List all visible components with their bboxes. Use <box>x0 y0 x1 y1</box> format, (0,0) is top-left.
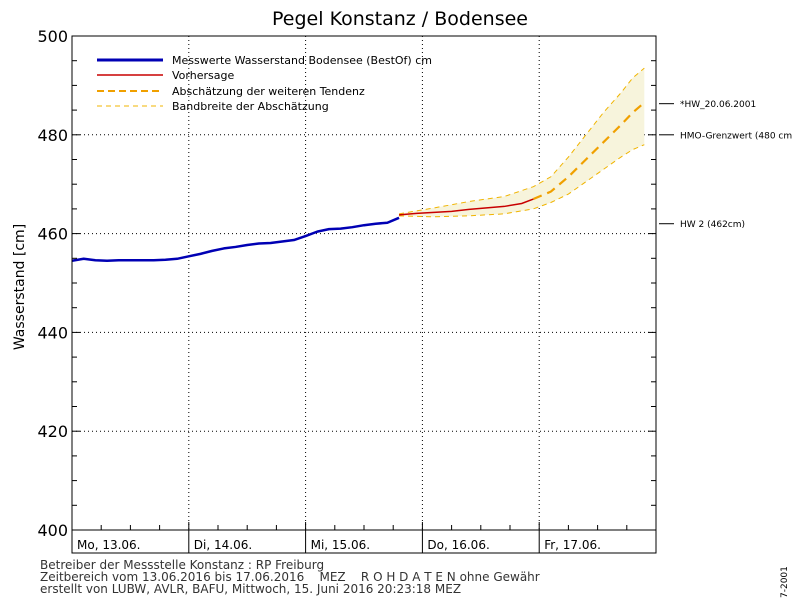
x-tick-label: Do, 16.06. <box>427 538 489 552</box>
y-tick-label: 440 <box>37 323 68 342</box>
series-measured-line <box>71 216 400 263</box>
y-tick-label: 420 <box>37 422 68 441</box>
y-tick-label: 500 <box>37 27 68 46</box>
band-lower-line <box>399 144 645 218</box>
grid <box>72 36 656 530</box>
series-forecast-line <box>398 198 534 216</box>
legend-label: Vorhersage <box>172 69 234 82</box>
chart-title: Pegel Konstanz / Bodensee <box>272 8 528 30</box>
reference-label: *HW_20.06.2001 <box>680 100 756 110</box>
series-trend-line <box>532 101 646 201</box>
legend-label: Abschätzung der weiteren Tendenz <box>172 85 365 98</box>
footer-time-range: Zeitbereich vom 13.06.2016 bis 17.06.201… <box>40 570 540 584</box>
axes: 400 420 440 460 480 500 Mo, 13.06. Di, 14.06. Mi… <box>37 27 657 554</box>
x-tick-label: Mo, 13.06. <box>77 538 141 552</box>
side-code: 7-2001 <box>780 566 790 598</box>
band-upper-line <box>398 67 645 215</box>
x-tick-label: Fr, 17.06. <box>544 538 601 552</box>
plot-background <box>72 36 656 553</box>
x-tick-label: Di, 14.06. <box>194 538 252 552</box>
y-tick-label: 480 <box>37 126 68 145</box>
reference-lines: *HW_20.06.2001 HMO-Grenzwert (480 cm HW 2 … <box>659 100 792 230</box>
plot-area <box>72 36 656 553</box>
series-layer <box>71 67 646 263</box>
reference-label: HMO-Grenzwert (480 cm <box>680 131 792 141</box>
band-fill <box>399 68 645 217</box>
legend-label: Bandbreite der Abschätzung <box>172 100 329 113</box>
reference-label: HW 2 (462cm) <box>680 220 745 230</box>
plot-frame <box>71 35 657 554</box>
footer-operator: Betreiber der Messstelle Konstanz : RP F… <box>40 558 325 572</box>
y-axis-label: Wasserstand [cm] <box>12 224 28 350</box>
y-tick-label: 460 <box>37 225 68 244</box>
legend-label: Messwerte Wasserstand Bodensee (BestOf) … <box>172 54 432 67</box>
y-tick-label: 400 <box>37 521 68 540</box>
legend: Messwerte Wasserstand Bodensee (BestOf) … <box>97 54 432 113</box>
x-tick-label: Mi, 15.06. <box>311 538 370 552</box>
footer-created: erstellt von LUBW, AVLR, BAFU, Mittwoch,… <box>40 582 462 596</box>
